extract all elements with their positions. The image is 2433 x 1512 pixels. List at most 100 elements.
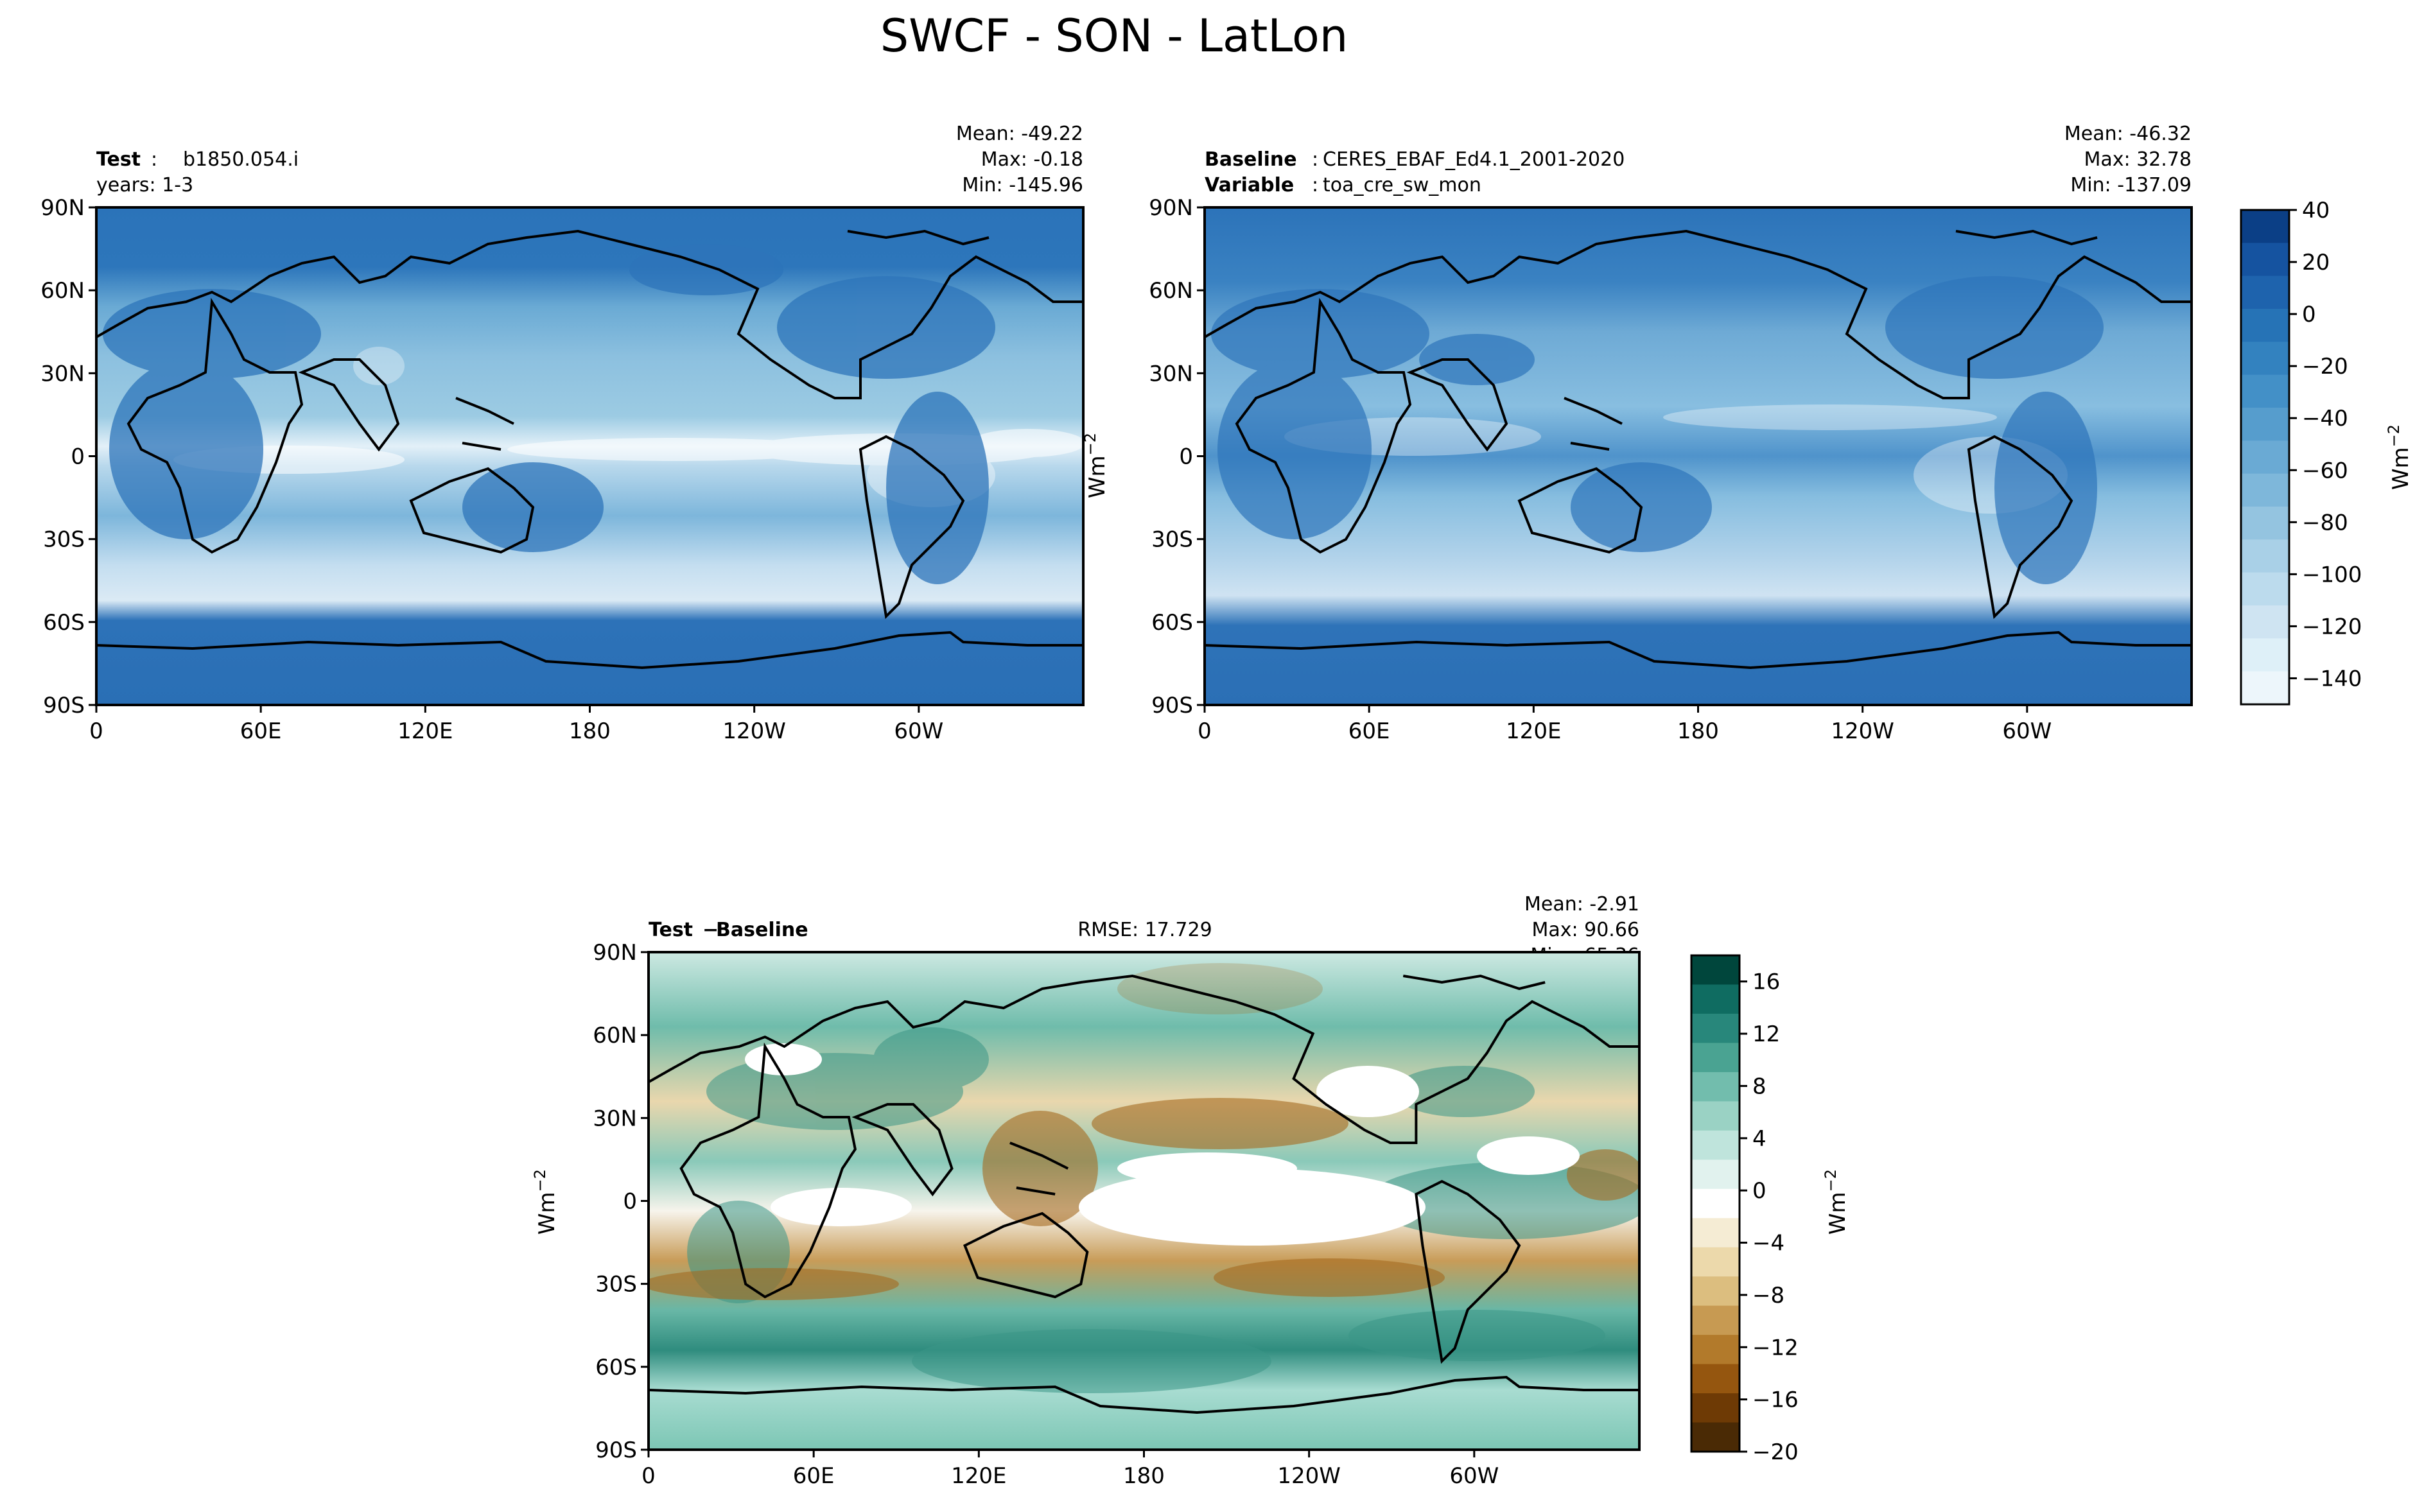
difference-colorbar-segment [1691, 1043, 1740, 1073]
difference-x-axis: 0 60E 120E 180 120W 60W [641, 1450, 1499, 1489]
baseline-xtick-label: 180 [1677, 718, 1719, 744]
difference-y-axis: 90S 60S 30S 0 30N 60N 90N [593, 940, 649, 1463]
baseline-colorbar-segment [2241, 605, 2289, 639]
difference-ylabel: Wm−2 [531, 1169, 560, 1235]
baseline-ylabel: Wm−2 [1081, 433, 1110, 498]
baseline-title-sep: : [1312, 148, 1318, 171]
baseline-colorbar-segment [2241, 408, 2289, 441]
difference-colorbar-tick-label: 12 [1752, 1021, 1780, 1047]
difference-colorbar-segment [1691, 1393, 1740, 1423]
difference-colorbar-tick-label: 0 [1752, 1178, 1766, 1204]
difference-colorbar-segment [1691, 1218, 1740, 1248]
difference-stat-max: Max: 90.66 [1531, 919, 1639, 941]
test-xtick-label: 60E [240, 718, 282, 744]
difference-xtick-label: 120E [951, 1463, 1006, 1489]
difference-colorbar-tick-label: −12 [1752, 1335, 1799, 1360]
difference-colorbar-segment [1691, 1130, 1740, 1160]
difference-colorbar-segment [1691, 1101, 1740, 1131]
test-xtick-label: 120W [722, 718, 786, 744]
baseline-variable-sep: : [1312, 174, 1318, 196]
baseline-colorbar-segment [2241, 374, 2289, 408]
difference-xtick-label: 180 [1123, 1463, 1165, 1489]
baseline-colorbar-tick-label: −40 [2302, 406, 2348, 431]
test-y-axis: 90S 60S 30S 0 30N 60N 90N [40, 195, 96, 718]
baseline-stat-max: Max: 32.78 [2084, 148, 2192, 171]
test-coastlines [96, 229, 1083, 670]
difference-colorbar-label: Wm−2 [1822, 1169, 1851, 1235]
baseline-ytick-label: 30S [1151, 527, 1193, 553]
difference-ytick-label: 30S [595, 1272, 637, 1298]
difference-colorbar-segment [1691, 984, 1740, 1014]
baseline-colorbar-tick-label: −140 [2302, 666, 2362, 691]
baseline-colorbar-segment [2241, 572, 2289, 606]
baseline-xtick-label: 120E [1506, 718, 1561, 744]
baseline-colorbar-segment [2241, 473, 2289, 507]
difference-colorbar-segments [1691, 955, 1740, 1452]
difference-colorbar-tick-label: 8 [1752, 1073, 1766, 1099]
baseline-colorbar-tick-label: −120 [2302, 614, 2362, 639]
baseline-xtick-label: 60W [2002, 718, 2052, 744]
difference-colorbar-segment [1691, 1013, 1740, 1044]
figure-title: SWCF - SON - LatLon [880, 10, 1348, 62]
baseline-colorbar-segment [2241, 638, 2289, 672]
test-ytick-label: 30S [43, 527, 85, 553]
baseline-colorbar-label: Wm−2 [2385, 424, 2414, 490]
test-xtick-label: 120E [397, 718, 453, 744]
test-stat-mean: Mean: -49.22 [956, 123, 1083, 145]
baseline-colorbar-segment [2241, 275, 2289, 309]
test-xtick-label: 60W [894, 718, 943, 744]
difference-ytick-label: 90N [593, 940, 637, 966]
baseline-colorbar-segments [2241, 210, 2289, 705]
baseline-colorbar-segment [2241, 243, 2289, 277]
baseline-ytick-label: 90N [1149, 195, 1193, 221]
test-x-axis: 0 60E 120E 180 120W 60W [89, 705, 943, 744]
difference-colorbar-segment [1691, 1305, 1740, 1335]
baseline-colorbar: 40 20 0 −20 −40 −60 −80 −100 −120 −140 Wm−2 [2240, 198, 2414, 706]
difference-colorbar-tick-label: −8 [1752, 1283, 1784, 1308]
difference-colorbar-segment [1691, 1247, 1740, 1277]
baseline-colorbar-tick-label: −80 [2302, 510, 2348, 535]
test-panel: Test b1850.054.i : years: 1-3 Mean: -49.… [40, 123, 1085, 744]
difference-colorbar: 16 12 8 4 0 −4 −8 −12 −16 −20 Wm−2 [1690, 954, 1851, 1465]
test-ytick-label: 60S [43, 610, 85, 636]
baseline-land-mask [1211, 276, 2104, 584]
test-ytick-label: 90S [43, 693, 85, 718]
difference-title-minus: − [702, 919, 719, 941]
difference-ytick-label: 90S [595, 1438, 637, 1463]
difference-colorbar-tick-label: 4 [1752, 1126, 1766, 1152]
difference-colorbar-tick-label: −16 [1752, 1387, 1799, 1413]
baseline-colorbar-tick-label: −100 [2302, 562, 2362, 587]
baseline-y-axis: 90S 60S 30S 0 30N 60N 90N [1149, 195, 1205, 718]
test-xtick-label: 0 [89, 718, 103, 744]
baseline-colorbar-segment [2241, 342, 2289, 376]
baseline-colorbar-segment [2241, 539, 2289, 573]
difference-ytick-label: 0 [623, 1189, 637, 1215]
difference-xtick-label: 120W [1277, 1463, 1341, 1489]
test-ytick-label: 60N [40, 278, 85, 304]
baseline-x-axis: 0 60E 120E 180 120W 60W [1198, 705, 2052, 744]
test-ytick-label: 90N [40, 195, 85, 221]
baseline-colorbar-tick-label: 0 [2302, 302, 2316, 327]
baseline-title-label: Baseline [1205, 148, 1297, 171]
baseline-ytick-label: 90S [1151, 693, 1193, 718]
baseline-stat-mean: Mean: -46.32 [2064, 123, 2192, 145]
difference-colorbar-tick-label: −20 [1752, 1439, 1799, 1465]
baseline-coastlines [1205, 229, 2192, 670]
test-ytick-label: 30N [40, 361, 85, 387]
baseline-colorbar-segment [2241, 210, 2289, 243]
baseline-ytick-label: 30N [1149, 361, 1193, 387]
baseline-ytick-label: 0 [1179, 444, 1193, 470]
test-years: years: 1-3 [96, 174, 193, 196]
difference-xtick-label: 60E [793, 1463, 835, 1489]
baseline-stat-min: Min: -137.09 [2070, 174, 2192, 196]
difference-colorbar-segment [1691, 1422, 1740, 1452]
difference-ytick-label: 30N [593, 1106, 637, 1131]
difference-coastlines [649, 974, 1639, 1414]
difference-rmse: RMSE: 17.729 [1077, 919, 1212, 941]
baseline-colorbar-segment [2241, 671, 2289, 705]
difference-colorbar-frame [1690, 954, 1741, 1453]
baseline-panel: Baseline : CERES_EBAF_Ed4.1_2001-2020 Va… [1081, 123, 2193, 744]
difference-colorbar-segment [1691, 1364, 1740, 1394]
baseline-variable-label: Variable [1205, 174, 1294, 196]
